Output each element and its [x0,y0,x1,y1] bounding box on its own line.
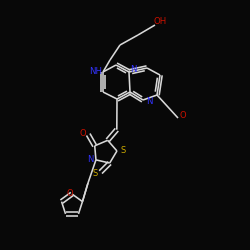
Text: OH: OH [154,18,166,26]
Text: N: N [130,66,136,74]
Text: O: O [180,112,186,120]
Text: NH: NH [90,66,102,76]
Text: N: N [146,98,152,106]
Text: S: S [120,146,126,156]
Text: S: S [93,169,98,178]
Text: O: O [67,188,73,198]
Text: N: N [87,155,93,164]
Text: O: O [80,129,86,138]
